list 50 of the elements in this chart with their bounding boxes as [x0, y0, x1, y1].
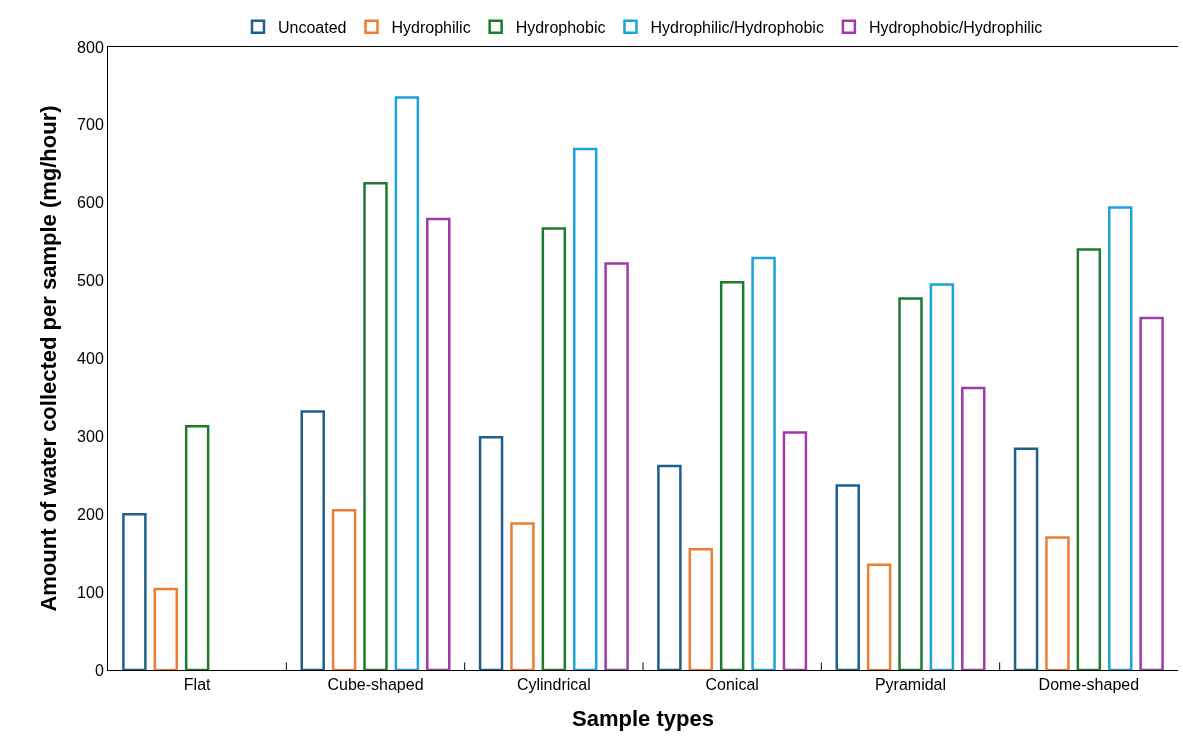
bar — [394, 96, 420, 670]
y-tick-label: 500 — [77, 272, 104, 290]
x-tick-label: Cube-shaped — [327, 676, 424, 694]
bar — [541, 227, 567, 670]
bar — [572, 147, 598, 670]
bar — [866, 563, 892, 670]
y-tick-label: 0 — [94, 661, 104, 679]
legend-label: Hydrophilic/Hydrophobic — [650, 19, 824, 37]
legend-label: Hydrophobic — [515, 19, 606, 37]
bar — [1045, 536, 1070, 670]
bar — [961, 386, 986, 670]
bar — [835, 484, 860, 670]
bar — [426, 217, 451, 670]
bar — [1139, 316, 1164, 670]
bar — [122, 513, 147, 670]
bar — [331, 509, 357, 670]
y-tick-label: 300 — [77, 427, 104, 445]
y-tick-label: 800 — [77, 38, 104, 56]
y-axis-title: Amount of water collected per sample (mg/hour) — [35, 105, 61, 612]
bar — [604, 262, 629, 670]
legend-label: Uncoated — [278, 19, 347, 37]
x-tick-label: Conical — [705, 676, 759, 694]
bar — [898, 297, 923, 670]
x-tick-label: Cylindrical — [516, 676, 591, 694]
bar — [719, 280, 745, 670]
bar — [688, 548, 714, 670]
legend-label: Hydrophilic — [391, 19, 471, 37]
bar — [1107, 206, 1133, 670]
y-tick-label: 400 — [77, 350, 104, 368]
bar — [510, 522, 535, 670]
bar — [184, 425, 210, 670]
y-tick-label: 200 — [77, 505, 104, 523]
bar — [363, 182, 388, 670]
bar — [300, 410, 325, 670]
x-axis-title: Sample types — [572, 706, 714, 732]
y-tick-label: 600 — [77, 194, 104, 212]
bar — [657, 464, 682, 670]
x-tick-label: Dome-shaped — [1038, 676, 1140, 694]
bar — [478, 435, 504, 670]
y-tick-label: 100 — [77, 583, 104, 601]
x-tick-label: Pyramidal — [874, 676, 947, 694]
y-tick-label: 700 — [77, 116, 104, 134]
x-tick-label: Flat — [183, 676, 212, 694]
legend-label: Hydrophobic/Hydrophilic — [868, 19, 1043, 37]
bar — [782, 431, 808, 670]
bar — [153, 587, 179, 670]
bar — [929, 283, 955, 670]
bar — [751, 256, 776, 670]
bar — [1076, 248, 1102, 670]
bar — [1013, 447, 1039, 670]
